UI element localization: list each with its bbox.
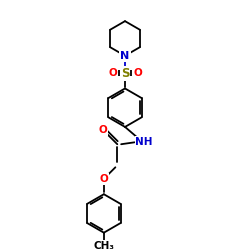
Text: O: O (133, 68, 142, 78)
Text: O: O (108, 68, 117, 78)
Text: S: S (121, 66, 129, 80)
Text: NH: NH (136, 137, 153, 147)
Text: N: N (120, 51, 130, 61)
Text: O: O (100, 174, 108, 184)
Text: CH₃: CH₃ (93, 241, 114, 250)
Text: O: O (98, 125, 107, 135)
